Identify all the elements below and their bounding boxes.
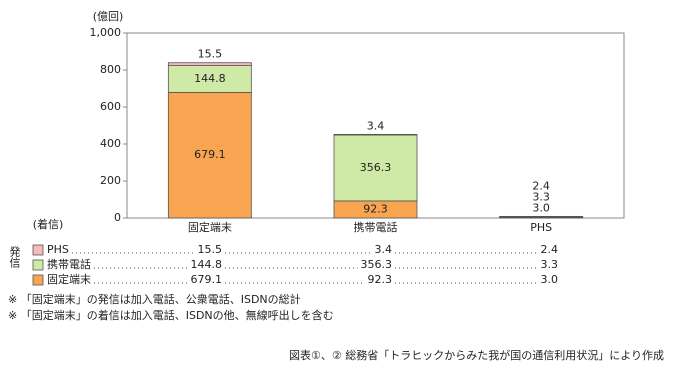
table-value: 2.4 xyxy=(541,243,559,256)
legend-swatch xyxy=(32,259,44,271)
table-value: 3.4 xyxy=(375,243,393,256)
legend-swatch xyxy=(32,244,44,256)
value-label: 3.4 xyxy=(367,119,385,132)
value-label: 679.1 xyxy=(194,148,226,161)
y-tick-label: 200 xyxy=(100,174,121,187)
source: 図表①、② 総務省「トラヒックからみた我が国の通信利用状況」により作成 xyxy=(289,348,664,362)
legend-swatch xyxy=(32,274,44,286)
legend-label: 携帯電話 xyxy=(47,257,91,271)
y-tick-label: 0 xyxy=(114,211,121,224)
y-tick-label: 800 xyxy=(100,63,121,76)
y-tick-label: 400 xyxy=(100,137,121,150)
value-label: 3.3 xyxy=(532,190,550,203)
bar-segment xyxy=(167,62,252,66)
table-value: 15.5 xyxy=(198,243,223,256)
note: ※ 「固定端末」の発信は加入電話、公衆電話、ISDNの総計 xyxy=(8,292,301,306)
value-label: 92.3 xyxy=(363,202,388,215)
y-tick-label: 600 xyxy=(100,100,121,113)
value-label: 356.3 xyxy=(360,161,392,174)
note: ※ 「固定端末」の着信は加入電話、ISDNの他、無線呼出しを含む xyxy=(8,308,334,322)
legend-label: PHS xyxy=(47,243,69,256)
legend-title: 発信 xyxy=(8,245,21,269)
table-value: 679.1 xyxy=(191,273,223,286)
table-value: 3.3 xyxy=(541,258,559,271)
x-tick-label: 携帯電話 xyxy=(354,220,398,234)
value-label: 15.5 xyxy=(198,48,223,61)
y-unit: (億回) xyxy=(93,10,124,23)
value-label: 144.8 xyxy=(194,72,226,85)
x-tick-label: 固定端末 xyxy=(188,220,232,234)
value-label: 2.4 xyxy=(532,179,550,192)
bar-segment xyxy=(333,133,418,136)
table-value: 3.0 xyxy=(541,273,559,286)
x-axis-label: (着信) xyxy=(33,217,64,231)
legend-label: 固定端末 xyxy=(47,272,91,286)
x-tick-label: PHS xyxy=(530,221,552,234)
table-value: 92.3 xyxy=(368,273,393,286)
value-label: 3.0 xyxy=(532,201,550,214)
y-tick-label: 1,000 xyxy=(90,26,122,39)
bar-segment xyxy=(167,65,252,93)
table-value: 356.3 xyxy=(361,258,393,271)
table-value: 144.8 xyxy=(191,258,223,271)
